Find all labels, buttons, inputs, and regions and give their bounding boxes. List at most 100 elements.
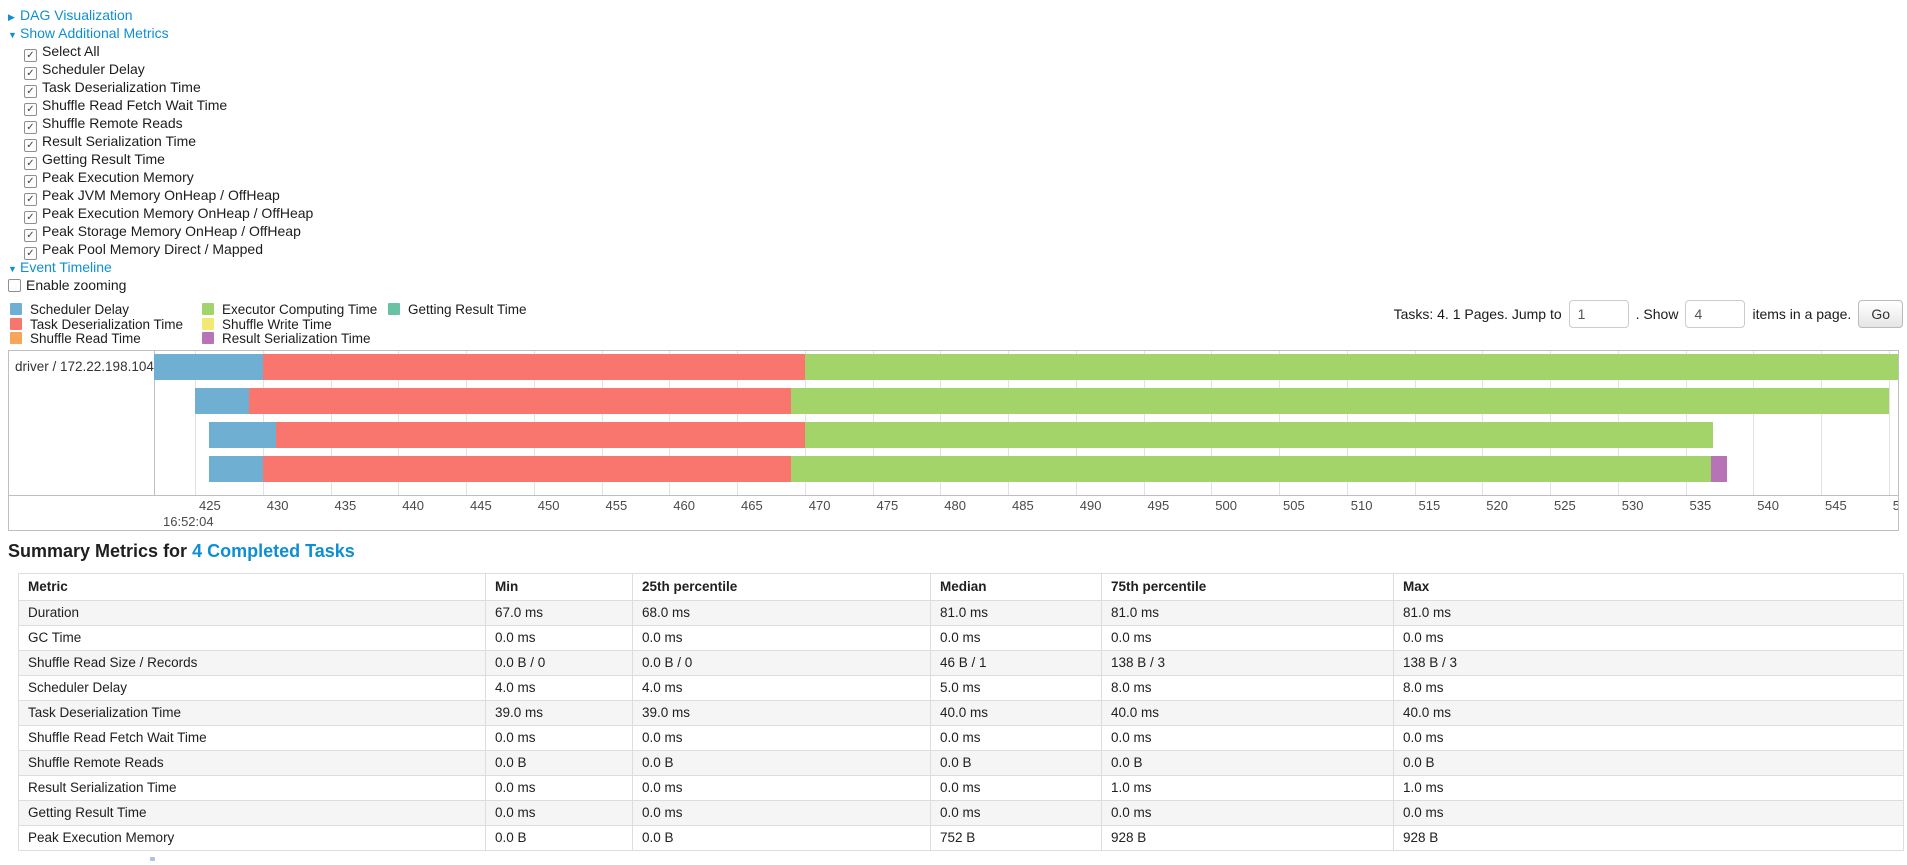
axis-tick-label: 425 [199,498,221,513]
metric-value-cell: 0.0 ms [632,800,931,826]
metric-checkbox[interactable] [24,229,37,242]
metric-value-cell: 0.0 B [485,825,633,851]
grid-line [1888,351,1890,495]
table-row: Getting Result Time 0.0 ms 0.0 ms 0.0 ms 0.0… [18,800,1904,826]
enable-zooming-label: Enable zooming [26,277,127,293]
task-bar-segment-executor-computing[interactable] [791,388,1889,414]
legend-column: Getting Result Time [388,303,527,318]
metric-checkbox[interactable] [24,247,37,260]
task-bar-segment-task-deserialization[interactable] [276,422,805,448]
metric-checkbox[interactable] [24,49,37,62]
task-bar-segment-scheduler-delay[interactable] [208,456,263,482]
table-header-cell: Median [930,573,1102,601]
axis-tick-label: 525 [1554,498,1576,513]
legend-column: Executor Computing Time Shuffle Write Tim… [202,303,377,347]
metric-value-cell: 138 B / 3 [1393,650,1904,676]
metric-value-cell: 0.0 ms [1393,800,1904,826]
legend-item: Executor Computing Time [202,303,377,317]
table-header-cell: 75th percentile [1101,573,1394,601]
axis-tick-label: 515 [1418,498,1441,513]
metric-checkbox-label: Peak Execution Memory [42,169,194,185]
metric-value-cell: 0.0 ms [1393,725,1904,751]
metric-checkbox-row: Peak Execution Memory OnHeap / OffHeap [8,204,314,224]
task-bar-segment-scheduler-delay[interactable] [208,422,277,448]
metric-checkbox-label: Task Deserialization Time [42,79,201,95]
axis-tick-label: 520 [1486,498,1508,513]
legend-label: Task Deserialization Time [30,316,184,332]
metric-value-cell: 0.0 ms [930,625,1102,651]
metric-value-cell: 928 B [1101,825,1394,851]
metric-checkbox[interactable] [24,85,37,98]
metric-checkbox-row: Peak Execution Memory [8,168,313,188]
axis-tick-label: 490 [1079,498,1102,513]
task-bar-segment-scheduler-delay[interactable] [195,388,250,414]
metric-checkbox[interactable] [24,121,37,134]
legend-item: Result Serialization Time [202,332,377,346]
dag-visualization-link[interactable]: DAG Visualization [20,7,133,23]
axis-tick-label: 440 [402,498,424,513]
legend-item: Scheduler Delay [10,303,183,317]
task-bar-segment-executor-computing[interactable] [804,422,1713,448]
table-row: Duration 67.0 ms 68.0 ms 81.0 ms 81.0 ms 81.0… [18,600,1904,626]
task-bar-segment-executor-computing[interactable] [791,456,1712,482]
metric-value-cell: 0.0 B / 0 [632,650,931,676]
task-bar-segment-scheduler-delay[interactable] [154,354,263,380]
metric-checkbox[interactable] [24,157,37,170]
metric-value-cell: 0.0 B / 0 [485,650,633,676]
jump-to-page-input[interactable] [1568,300,1629,328]
metric-checkbox-row: Task Deserialization Time [8,78,313,98]
metric-checkbox[interactable] [24,211,37,224]
completed-tasks-link[interactable]: 4 Completed Tasks [192,541,355,561]
go-button[interactable]: Go [1858,300,1903,328]
task-bar-segment-executor-computing[interactable] [804,354,1898,380]
metric-checkbox-label: Peak Pool Memory Direct / Mapped [42,241,263,257]
metric-name-cell: Shuffle Remote Reads [18,750,486,776]
metric-value-cell: 0.0 ms [485,725,633,751]
event-timeline-chart: driver / 172.22.198.104 425 430 435 440 445 4… [8,350,1899,531]
metric-value-cell: 0.0 ms [1101,800,1394,826]
metric-value-cell: 0.0 ms [632,625,931,651]
metric-checkbox[interactable] [24,139,37,152]
axis-tick-label: 435 [334,498,357,513]
task-bar-segment-task-deserialization[interactable] [262,456,792,482]
metric-checkbox-label: Peak Execution Memory OnHeap / OffHeap [42,205,314,221]
metric-value-cell: 0.0 ms [1101,725,1394,751]
metric-value-cell: 46 B / 1 [930,650,1102,676]
metric-checkbox-label: Getting Result Time [42,151,165,167]
metric-value-cell: 40.0 ms [1393,700,1904,726]
metric-name-cell: Shuffle Read Fetch Wait Time [18,725,486,751]
metric-value-cell: 928 B [1393,825,1904,851]
timeline-axis-line [9,495,1898,496]
items-per-page-input[interactable] [1685,300,1746,328]
legend-label: Shuffle Read Time [30,331,141,346]
getting-result-swatch-icon [388,303,400,315]
table-row: GC Time 0.0 ms 0.0 ms 0.0 ms 0.0 ms 0.0 ms [18,625,1904,651]
metric-value-cell: 40.0 ms [1101,700,1394,726]
axis-tick-label: 505 [1283,498,1305,513]
metric-name-cell: Duration [18,600,486,626]
task-bar-segment-task-deserialization[interactable] [249,388,792,414]
metric-checkbox-label: Shuffle Read Fetch Wait Time [42,97,228,113]
timeline-label-divider [154,351,155,495]
task-bar-segment-result-serialization[interactable] [1711,456,1728,482]
metric-checkbox[interactable] [24,193,37,206]
metric-value-cell: 68.0 ms [632,600,931,626]
enable-zooming-checkbox[interactable] [8,279,21,292]
event-timeline-link[interactable]: Event Timeline [20,259,112,275]
metric-value-cell: 39.0 ms [632,700,931,726]
metric-name-cell: GC Time [18,625,486,651]
table-row: Shuffle Read Fetch Wait Time 0.0 ms 0.0 ms… [18,725,1904,751]
pagination-items-text: items in a page. [1752,306,1852,322]
task-bar-segment-task-deserialization[interactable] [262,354,805,380]
table-row: Task Deserialization Time 39.0 ms 39.0 ms 4… [18,700,1904,726]
metric-value-cell: 0.0 B [1393,750,1904,776]
axis-tick-label: 470 [808,498,831,513]
metric-value-cell: 1.0 ms [1393,775,1904,801]
show-additional-metrics-link[interactable]: Show Additional Metrics [20,25,169,41]
metric-checkbox[interactable] [24,67,37,80]
metric-checkbox[interactable] [24,175,37,188]
pagination-tasks-text: Tasks: 4. 1 Pages. Jump to [1393,306,1562,322]
metric-value-cell: 0.0 ms [930,725,1102,751]
table-header-cell: 25th percentile [632,573,931,601]
metric-checkbox[interactable] [24,103,37,116]
